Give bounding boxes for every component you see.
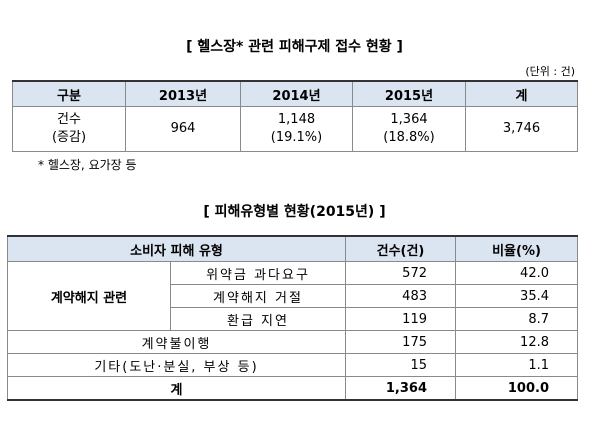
cell: 1,364 (18.8%) bbox=[352, 106, 466, 152]
total-row: 계 1,364 100.0 bbox=[7, 376, 578, 401]
cell-text: 964 bbox=[170, 121, 196, 136]
cell-text: (증감) bbox=[51, 130, 87, 145]
header-cell: 계 bbox=[465, 80, 578, 107]
cell: 572 bbox=[345, 261, 456, 285]
cell-text: 1,364 bbox=[390, 112, 428, 127]
data-row: 환급 지연 119 8.7 bbox=[8, 307, 578, 331]
cell: 1.1 bbox=[455, 353, 578, 377]
cell: 3,746 bbox=[465, 106, 578, 152]
table2-title: [ 피해유형별 현황(2015년) ] bbox=[203, 204, 386, 220]
cell: 기타(도난·분실, 부상 등) bbox=[7, 353, 346, 377]
data-row: 계약불이행 175 12.8 bbox=[7, 330, 578, 354]
header-cell: 2014년 bbox=[240, 80, 353, 107]
unit-note: (단위 : 건) bbox=[525, 65, 575, 78]
data-row: 계약해지 거절 483 35.4 bbox=[8, 284, 578, 308]
cell: 8.7 bbox=[455, 307, 578, 331]
group-cell: 계약해지 관련 bbox=[7, 261, 171, 331]
cell-text: (18.8%) bbox=[383, 130, 435, 145]
table1: 구분 2013년 2014년 2015년 계 건수 (증감) 964 1,148 (… bbox=[12, 80, 578, 152]
table1-title: [ 헬스장* 관련 피해구제 접수 현황 ] bbox=[186, 39, 403, 55]
header-cell: 건수(건) bbox=[345, 235, 456, 262]
cell: 483 bbox=[345, 284, 456, 308]
cell: 119 bbox=[345, 307, 456, 331]
cell: 1,364 bbox=[345, 376, 456, 401]
header-cell: 2013년 bbox=[125, 80, 241, 107]
header-cell: 구분 bbox=[12, 80, 126, 107]
footnote: * 헬스장, 요가장 등 bbox=[38, 158, 137, 172]
cell-text: 1,148 bbox=[277, 112, 316, 127]
data-row: 계약해지 관련 위약금 과다요구 572 42.0 bbox=[7, 261, 578, 331]
cell: 건수 (증감) bbox=[12, 106, 126, 152]
cell: 42.0 bbox=[455, 261, 578, 285]
cell: 환급 지연 bbox=[170, 307, 346, 331]
header-row: 소비자 피해 유형 건수(건) 비율(%) bbox=[7, 235, 578, 262]
cell-text: 3,746 bbox=[502, 121, 541, 136]
header-cell: 비율(%) bbox=[455, 235, 578, 262]
data-row: 기타(도난·분실, 부상 등) 15 1.1 bbox=[7, 353, 578, 377]
cell: 175 bbox=[345, 330, 456, 354]
cell-text: 건수 bbox=[57, 112, 81, 127]
table2: 소비자 피해 유형 건수(건) 비율(%) 계약해지 관련 위약금 과다요구 5… bbox=[7, 235, 578, 401]
cell: 35.4 bbox=[455, 284, 578, 308]
cell-text: (19.1%) bbox=[270, 130, 323, 145]
header-row: 구분 2013년 2014년 2015년 계 bbox=[12, 80, 578, 107]
cell: 계약해지 거절 bbox=[170, 284, 346, 308]
header-cell: 소비자 피해 유형 bbox=[7, 235, 346, 262]
header-cell: 2015년 bbox=[352, 80, 466, 107]
cell: 위약금 과다요구 bbox=[170, 261, 346, 285]
cell: 계 bbox=[7, 376, 346, 401]
cell: 계약불이행 bbox=[7, 330, 346, 354]
cell: 12.8 bbox=[455, 330, 578, 354]
cell: 100.0 bbox=[455, 376, 578, 401]
cell: 964 bbox=[125, 106, 241, 152]
data-row: 건수 (증감) 964 1,148 (19.1%) 1,364 (18.8%) 3,7… bbox=[12, 106, 578, 152]
cell: 15 bbox=[345, 353, 456, 377]
cell: 1,148 (19.1%) bbox=[240, 106, 353, 152]
